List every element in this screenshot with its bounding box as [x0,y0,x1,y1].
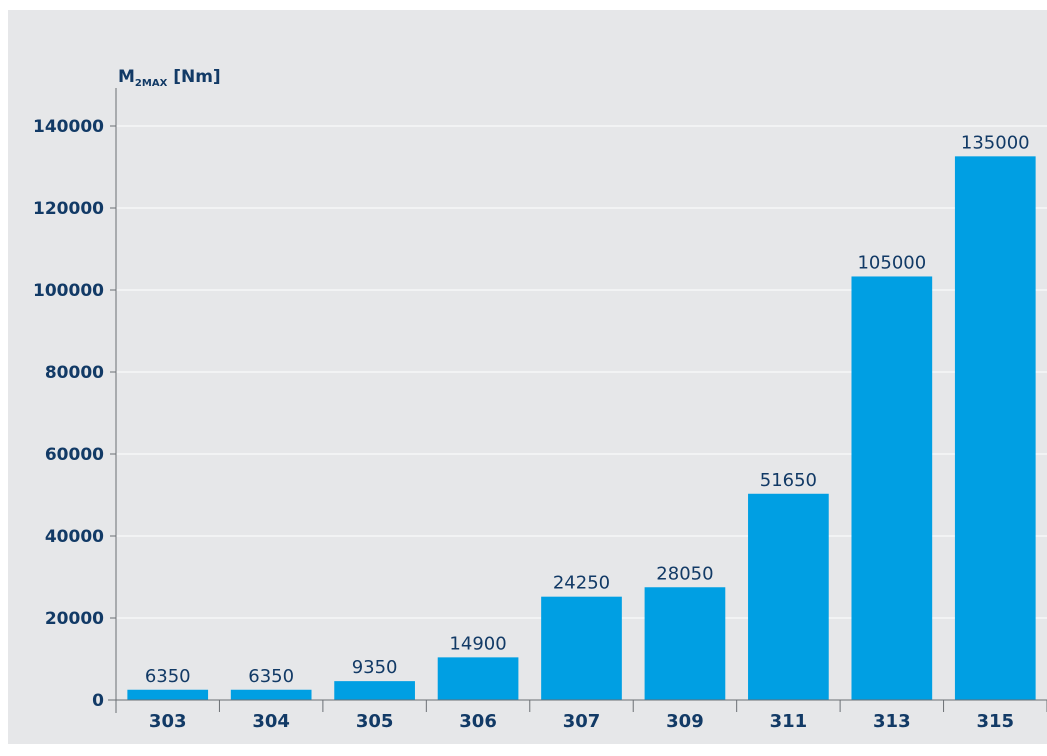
x-tick-label-313: 313 [873,711,911,732]
x-tick-label-304: 304 [252,711,290,732]
y-tick-labels: 0 20000 40000 60000 80000 100000 120000 140000 [33,117,116,711]
x-tick-label-315: 315 [976,711,1014,732]
x-tick-label-307: 307 [563,711,601,732]
bars [127,156,1036,701]
bar-313 [851,276,933,700]
gridlines [116,125,1047,619]
data-label-309: 28050 [656,563,713,584]
bar-309 [644,587,726,700]
data-label-311: 51650 [760,470,817,491]
bar-307 [541,596,622,700]
bar-315 [954,156,1036,701]
x-tick-label-309: 309 [666,711,704,732]
x-tick-label-311: 311 [770,711,808,732]
y-tick-label: 80000 [45,363,104,383]
data-labels: 6350 6350 9350 14900 24250 28050 51650 105000 13… [145,132,1030,686]
y-tick-label: 0 [92,691,104,711]
y-tick-label: 100000 [33,281,104,301]
data-label-303: 6350 [145,666,191,687]
x-tick-label-305: 305 [356,711,394,732]
y-tick-label: 140000 [33,117,104,137]
y-axis-title: M2MAX [Nm] [118,67,221,89]
data-label-313: 105000 [857,252,926,273]
data-label-305: 9350 [352,657,398,678]
bar-306 [437,657,519,700]
data-label-306: 14900 [449,633,506,654]
y-tick-label: 40000 [45,527,104,547]
y-tick-label: 60000 [45,445,104,465]
data-label-304: 6350 [248,666,294,687]
bar-305 [334,681,415,700]
y-tick-label: 120000 [33,199,104,219]
y-tick-label: 20000 [45,609,104,629]
x-tick-label-306: 306 [459,711,497,732]
bar-304 [230,689,312,700]
data-label-307: 24250 [553,573,610,594]
bar-311 [748,493,829,700]
x-tick-labels: 303 304 305 306 307 309 311 313 315 [149,700,1047,732]
x-tick-label-303: 303 [149,711,187,732]
bar-303 [127,689,209,700]
data-label-315: 135000 [961,132,1030,153]
